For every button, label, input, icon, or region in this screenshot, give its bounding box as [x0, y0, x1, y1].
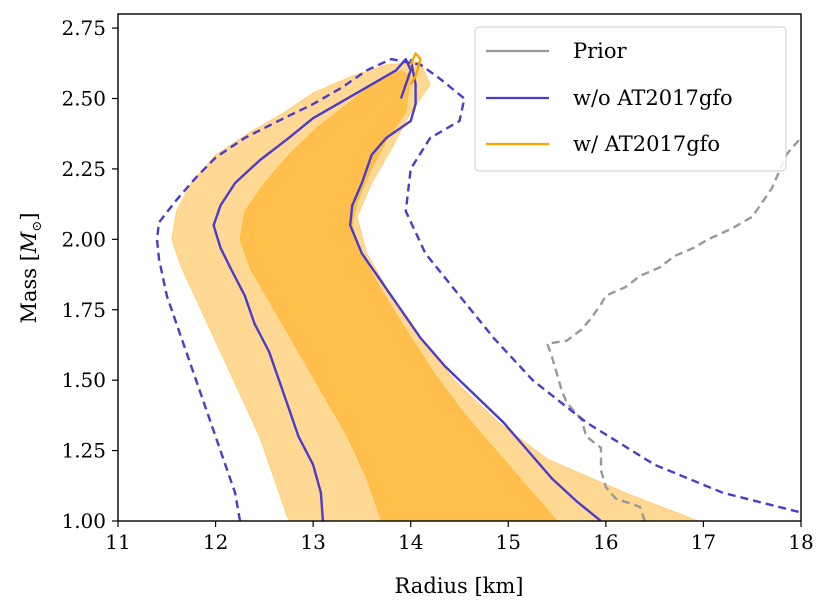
curves — [155, 52, 801, 521]
x-axis: 11 12 13 14 15 16 17 18 — [105, 521, 814, 554]
legend-box — [474, 26, 787, 172]
confidence-bands — [171, 61, 699, 521]
y-tick-label: 1.25 — [61, 439, 106, 463]
y-axis-label: Mass [M⊙] — [17, 212, 45, 323]
band-w-at2017gfo-50 — [239, 69, 558, 521]
x-tick-label: 13 — [300, 530, 325, 554]
x-tick-label: 14 — [398, 530, 423, 554]
y-tick-label: 1.50 — [61, 368, 106, 392]
y-tick-label: 2.50 — [61, 87, 106, 111]
x-tick-label: 16 — [593, 530, 618, 554]
legend-label-without-at2017gfo: w/o AT2017gfo — [573, 86, 733, 110]
y-tick-label: 2.25 — [61, 157, 106, 181]
x-tick-label: 18 — [788, 530, 813, 554]
y-tick-label: 1.00 — [61, 509, 106, 533]
x-tick-label: 15 — [496, 530, 521, 554]
legend-label-prior: Prior — [573, 39, 628, 63]
y-tick-label: 1.75 — [61, 298, 106, 322]
series-w-at2017gfo-peak — [409, 52, 422, 86]
x-tick-label: 17 — [691, 530, 716, 554]
series-w-o-at2017gfo-median — [212, 57, 412, 521]
y-tick-label: 2.00 — [61, 227, 106, 251]
plot-frame — [117, 13, 802, 522]
legend-label-with-at2017gfo: w/ AT2017gfo — [573, 132, 720, 156]
y-tick-label: 2.75 — [61, 16, 106, 40]
series-w-o-at2017gfo-90-bound — [155, 57, 801, 521]
x-tick-label: 11 — [105, 530, 130, 554]
legend: Prior w/o AT2017gfo w/ AT2017gfo — [474, 26, 787, 172]
y-axis: 1.00 1.25 1.50 1.75 2.00 2.25 2.50 2.75 — [61, 16, 118, 533]
x-axis-label: Radius [km] — [395, 574, 524, 598]
x-tick-label: 12 — [203, 530, 228, 554]
series-prior — [546, 137, 801, 521]
series-w-o-at2017gfo-median-right — [349, 58, 602, 521]
